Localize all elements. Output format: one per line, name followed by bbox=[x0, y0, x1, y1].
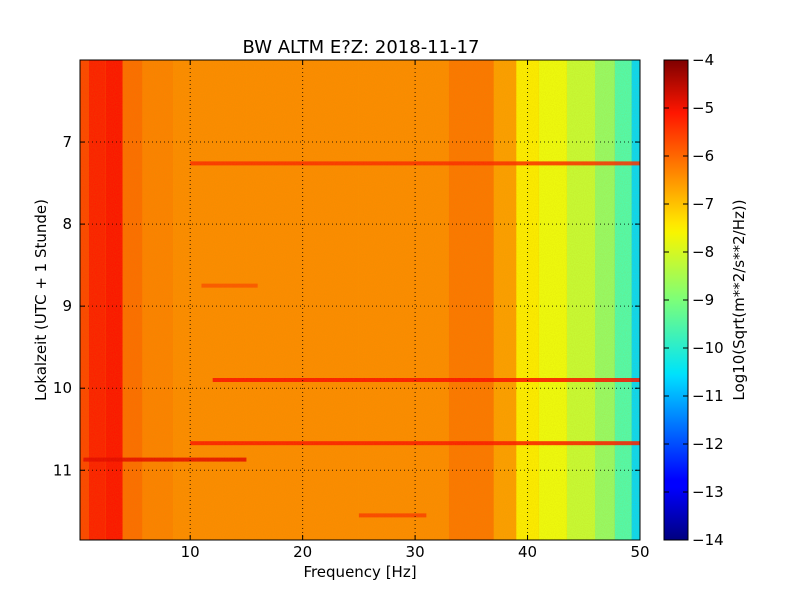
y-axis-label: Lokalzeit (UTC + 1 Stunde) bbox=[32, 199, 50, 401]
x-axis-ticks: 10 20 30 40 50 bbox=[181, 60, 650, 561]
colorbar-tick-label: −14 bbox=[692, 531, 724, 549]
x-tick-label: 50 bbox=[630, 543, 649, 561]
chart-title: BW ALTM E?Z: 2018-11-17 bbox=[243, 37, 480, 58]
x-tick-label: 20 bbox=[293, 543, 312, 561]
colorbar-tick-label: −5 bbox=[692, 99, 714, 117]
colorbar-tick-label: −9 bbox=[692, 291, 714, 309]
x-tick-label: 10 bbox=[181, 543, 200, 561]
colorbar-tick-label: −13 bbox=[692, 483, 724, 501]
x-tick-label: 30 bbox=[406, 543, 425, 561]
colorbar-tick-label: −8 bbox=[692, 243, 714, 261]
colorbar-tick-label: −6 bbox=[692, 147, 714, 165]
y-tick-label: 10 bbox=[53, 379, 72, 397]
y-tick-label: 9 bbox=[62, 297, 72, 315]
y-tick-label: 7 bbox=[62, 133, 72, 151]
y-axis-ticks: 7 8 9 10 11 bbox=[53, 133, 640, 479]
y-tick-label: 11 bbox=[53, 461, 72, 479]
y-tick-label: 8 bbox=[62, 215, 72, 233]
x-tick-label: 40 bbox=[518, 543, 537, 561]
grid-lines bbox=[80, 60, 640, 540]
colorbar-label: Log10(Sqrt(m**2/s**2/Hz)) bbox=[730, 199, 748, 400]
spectrogram-noise-texture bbox=[80, 60, 640, 540]
colorbar-tick-label: −12 bbox=[692, 435, 724, 453]
colorbar-tick-label: −4 bbox=[692, 51, 714, 69]
colorbar-tick-label: −10 bbox=[692, 339, 724, 357]
colorbar-ticks: −4 −5 −6 −7 −8 −9 −10 −11 −12 −13 −14 bbox=[664, 51, 724, 549]
plot-frame bbox=[79, 59, 641, 541]
colorbar-tick-label: −11 bbox=[692, 387, 724, 405]
x-axis-label: Frequency [Hz] bbox=[303, 563, 416, 581]
colorbar-tick-label: −7 bbox=[692, 195, 714, 213]
colorbar: −4 −5 −6 −7 −8 −9 −10 −11 −12 −13 −14 Log10(Sqrt(m… bbox=[663, 51, 748, 549]
spectrogram-plot-area bbox=[79, 59, 641, 541]
